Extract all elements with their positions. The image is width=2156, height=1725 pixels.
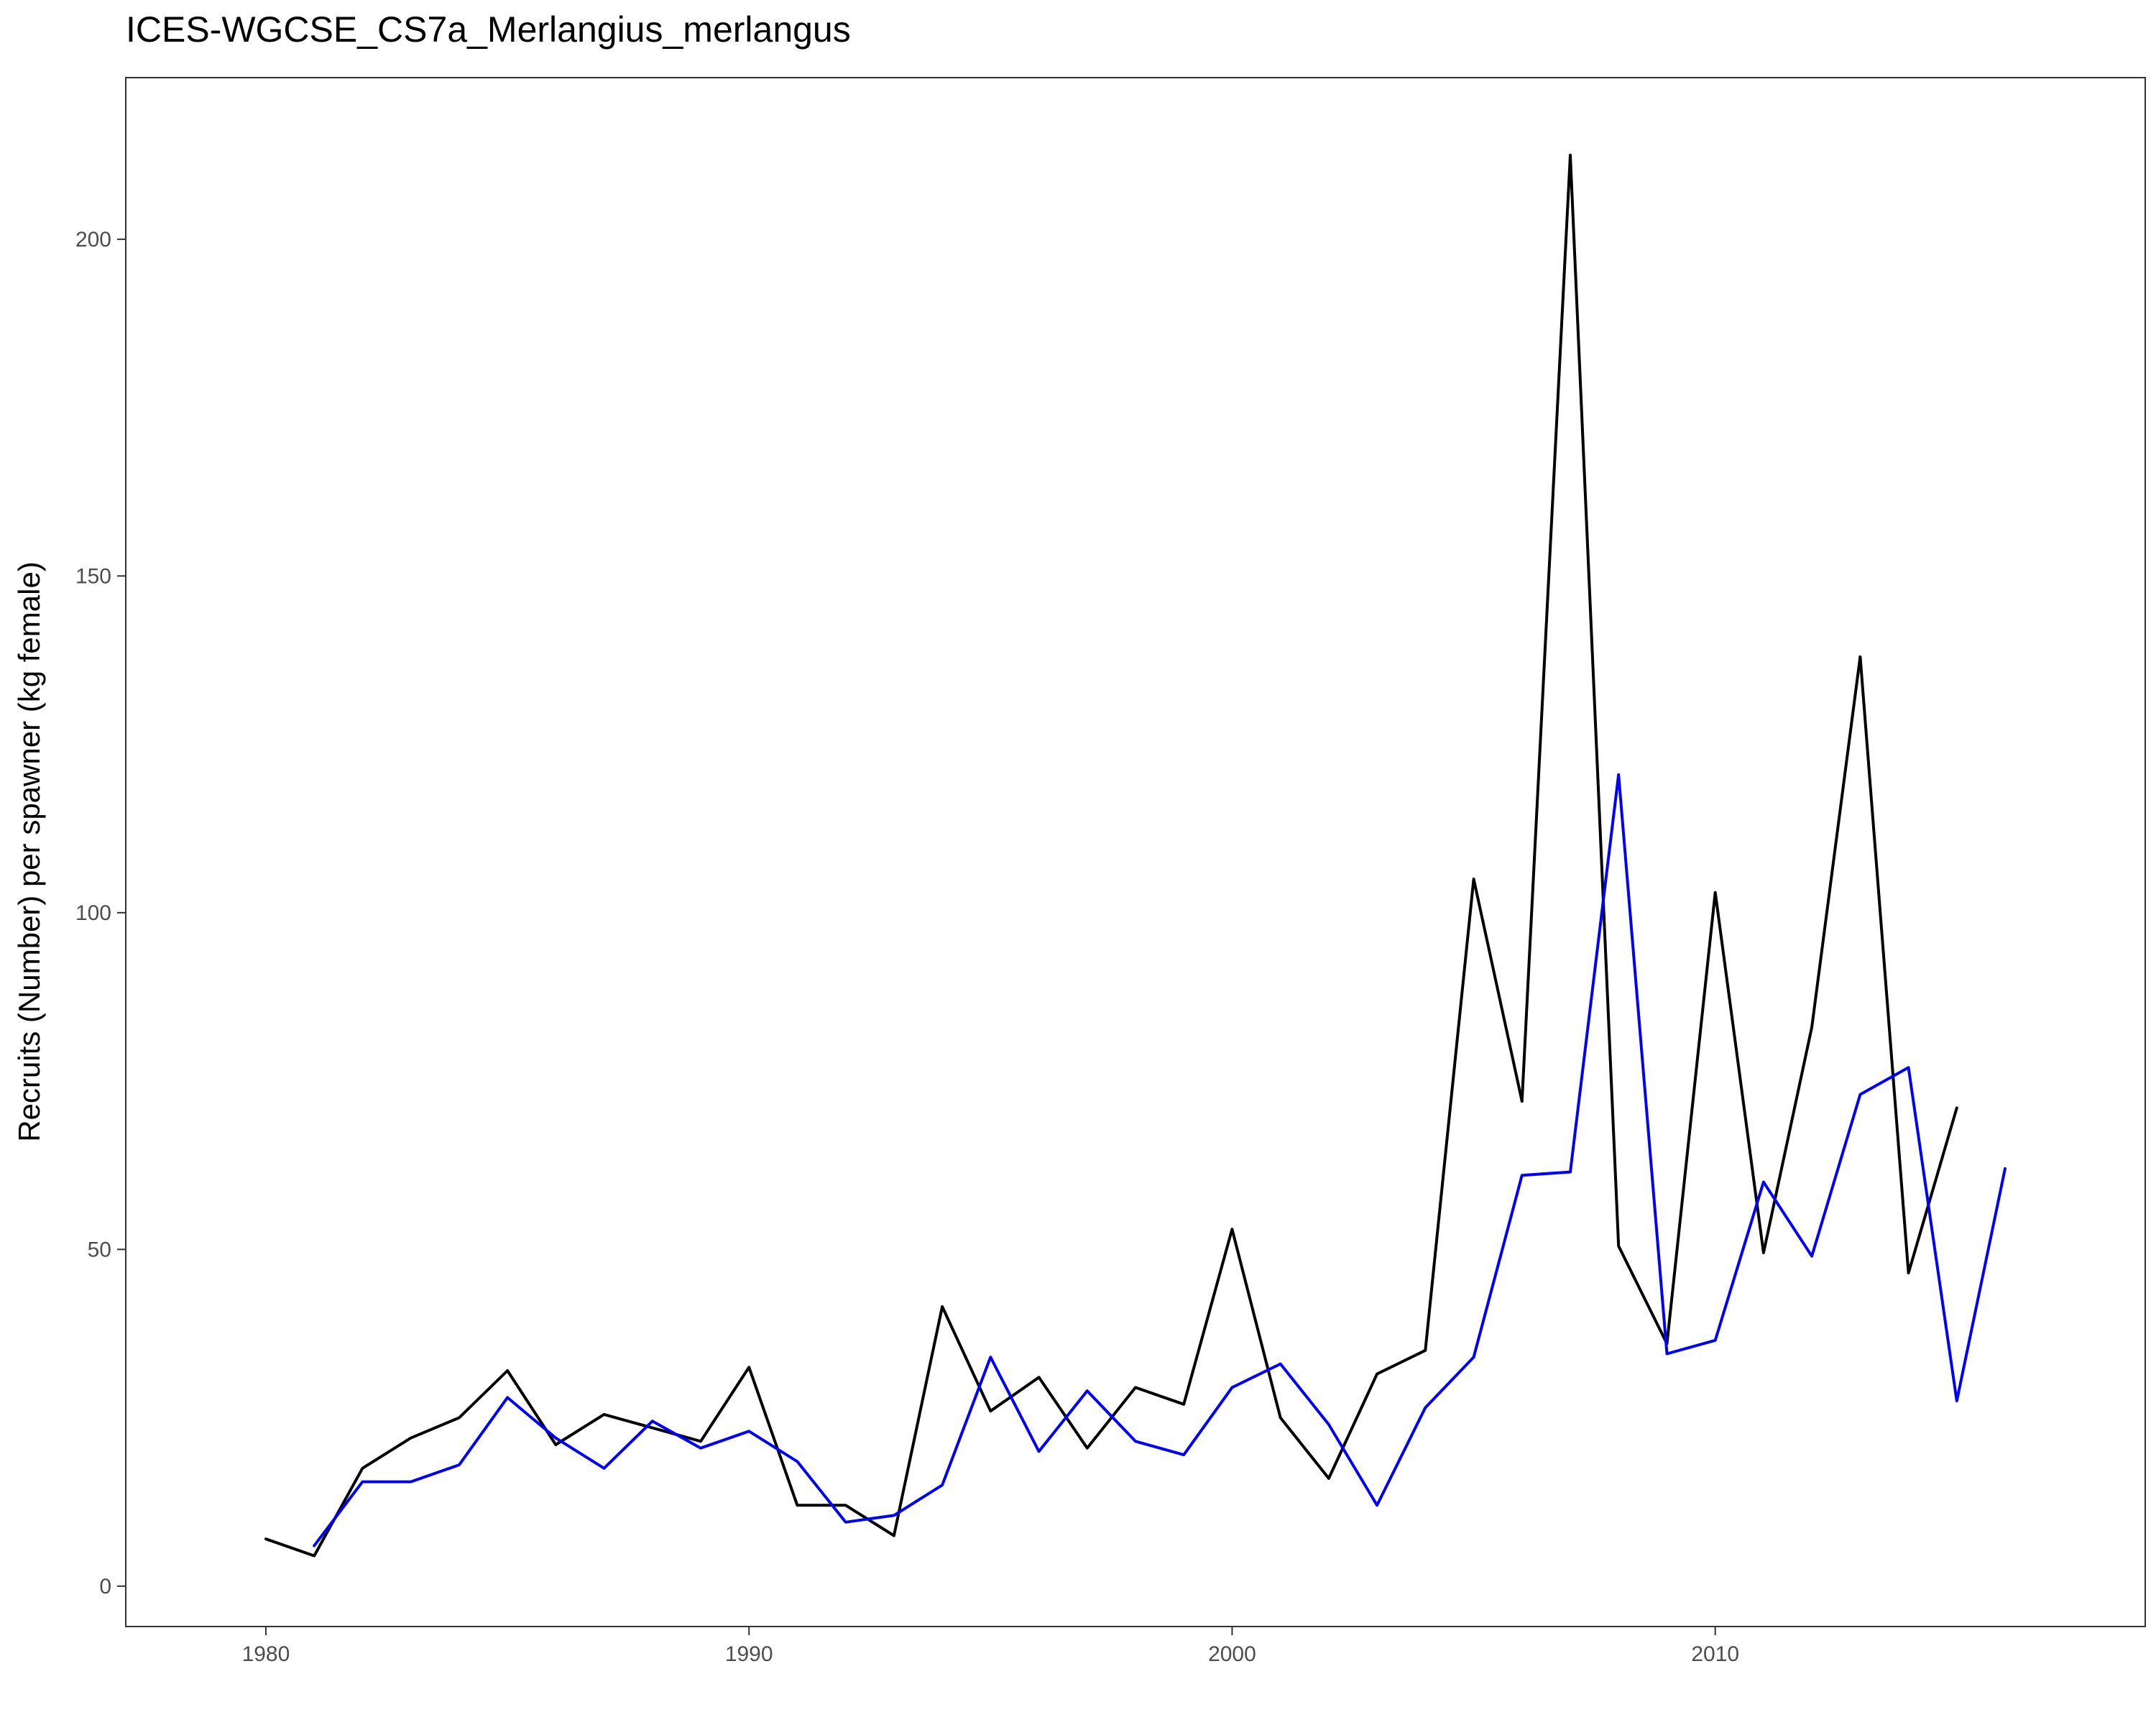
plot-border <box>125 77 2146 1627</box>
plot-background <box>126 78 2145 1627</box>
y-tick-label: 200 <box>75 228 111 252</box>
x-tick-label: 1980 <box>242 1642 290 1666</box>
x-tick-label: 1990 <box>725 1642 773 1666</box>
x-tick-label: 2010 <box>1691 1642 1739 1666</box>
chart-title: ICES-WGCSE_CS7a_Merlangius_merlangus <box>126 9 851 50</box>
y-tick-label: 100 <box>75 901 111 925</box>
y-tick-label: 150 <box>75 564 111 588</box>
series-line-2 <box>313 773 2007 1547</box>
y-tick-label: 50 <box>88 1238 111 1261</box>
y-tick-label: 0 <box>99 1575 111 1598</box>
series-layer <box>264 153 2007 1558</box>
x-tick-label: 2000 <box>1208 1642 1256 1666</box>
y-axis-title: Recruits (Number) per spawner (kg female… <box>12 561 46 1142</box>
axis-layer: 0 50 100 150 200 1980 1990 2000 2010 <box>75 228 1739 1666</box>
